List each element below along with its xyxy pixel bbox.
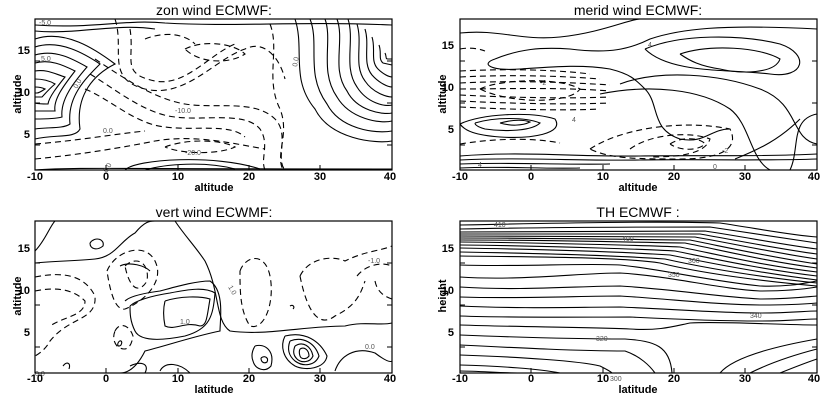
svg-text:320: 320 [596,336,608,343]
x-tick: 20 [667,373,681,385]
svg-text:4: 4 [478,162,482,169]
x-tick: 10 [171,373,185,385]
svg-text:1.0: 1.0 [180,319,190,326]
x-axis-label: altitude [618,182,658,194]
svg-text:350: 350 [668,272,680,279]
y-tick: 10 [17,285,30,297]
x-tick: 20 [242,373,256,385]
x-tick: 30 [738,373,752,385]
svg-text:0.0: 0.0 [365,344,375,351]
svg-text:410: 410 [494,222,506,229]
x-tick: 40 [807,171,821,183]
y-tick: 5 [447,327,454,339]
x-tick: -10 [452,373,468,385]
y-tick: 15 [17,243,30,255]
y-tick: 5 [23,129,30,141]
svg-text:300: 300 [610,376,622,383]
svg-text:5.0: 5.0 [41,56,51,63]
panel-title: TH ECMWF : [596,204,680,220]
x-tick: 40 [383,373,397,385]
svg-text:400: 400 [622,236,634,243]
y-tick: 5 [23,327,30,339]
svg-text:-1.0: -1.0 [368,258,380,265]
svg-text:1.0: 1.0 [226,285,237,297]
x-tick: 0 [527,373,535,385]
contour-plot-merid-wind: -2 4 4 4 -2 0 [459,18,818,171]
x-tick: 0 [102,373,110,385]
y-tick: 15 [441,243,454,255]
y-tick: 10 [17,87,30,99]
svg-text:-10.0: -10.0 [175,108,191,115]
contour-plot-theta: 410 400 360 350 340 320 300 [459,220,818,383]
svg-text:360: 360 [688,258,700,265]
x-tick: 30 [313,171,327,183]
contour-plot-vert-wind: 1.0 1.0 -1.0 0.0 0.0 [34,220,393,378]
panel-title: merid wind ECMWF: [573,2,703,18]
x-tick: 20 [242,171,256,183]
svg-text:-2: -2 [540,80,546,87]
svg-text:0: 0 [713,164,717,171]
svg-text:-2: -2 [722,148,728,155]
y-tick: 15 [441,40,454,52]
x-axis-label: altitude [194,182,234,194]
x-axis-label: latitude [194,384,234,396]
y-tick: 10 [441,285,454,297]
x-tick: 10 [171,171,185,183]
x-tick: 10 [596,373,610,385]
x-tick: -10 [27,373,43,385]
svg-text:-5.0: -5.0 [39,20,51,27]
x-axis-label: latitude [618,384,658,396]
svg-text:0.0: 0.0 [292,56,301,67]
svg-text:0.0: 0.0 [103,162,114,174]
y-axis-label: altitude [437,74,449,114]
svg-text:0.0: 0.0 [35,371,45,378]
x-tick: 0 [527,171,535,183]
svg-text:-20.0: -20.0 [185,150,201,157]
x-tick: 40 [807,373,821,385]
svg-text:0.0: 0.0 [103,128,113,135]
y-tick: 10 [441,82,454,94]
svg-text:4: 4 [572,117,576,124]
contour-plot-zon-wind: -5.0 5.0 0.0 0.0 -10.0 -20.0 0.0 0.0 [34,18,393,174]
svg-text:0.0: 0.0 [73,78,84,90]
x-tick: 30 [738,171,752,183]
x-tick: 40 [383,171,397,183]
svg-text:4: 4 [648,42,652,49]
svg-text:340: 340 [750,313,762,320]
x-tick: -10 [27,171,43,183]
x-tick: 10 [596,171,610,183]
x-tick: -10 [452,171,468,183]
x-tick: 30 [313,373,327,385]
x-tick: 0 [102,171,110,183]
y-tick: 15 [17,45,30,57]
y-tick: 5 [447,124,454,136]
panel-title: vert wind ECWMF: [155,204,273,220]
panel-title: zon wind ECMWF: [156,2,272,18]
x-tick: 20 [667,171,681,183]
